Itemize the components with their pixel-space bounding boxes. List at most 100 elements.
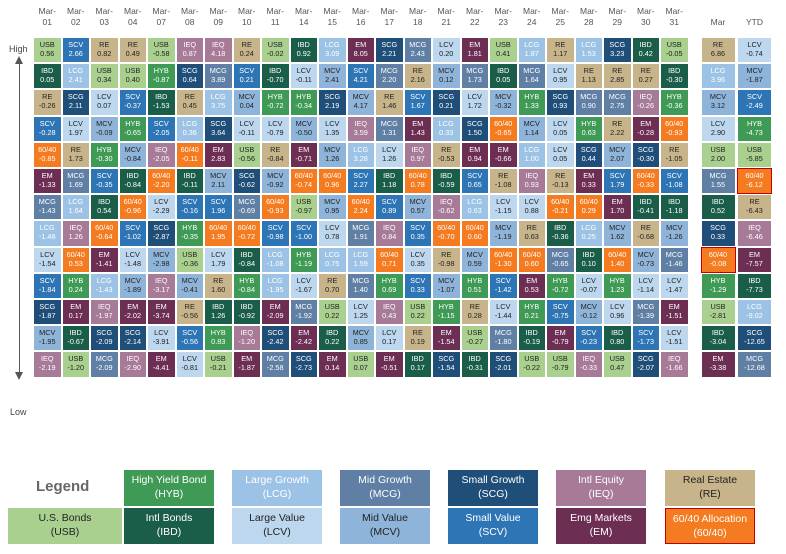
quilt-cell: 60/40 1.95 bbox=[204, 220, 233, 247]
cell-return-value: -1.02 bbox=[124, 232, 142, 242]
cell-return-value: -0.67 bbox=[67, 337, 85, 347]
cell-asset-code: MCV bbox=[124, 275, 141, 285]
quilt-cell: SCV -1.84 bbox=[33, 272, 62, 299]
cell-asset-code: EM bbox=[212, 144, 224, 154]
cell-asset-code: IEQ bbox=[183, 40, 197, 49]
cell-asset-code: IEQ bbox=[69, 223, 83, 233]
cell-asset-code: EM bbox=[583, 171, 595, 180]
cell-return-value: 0.93 bbox=[524, 180, 539, 189]
cell-return-value: -0.68 bbox=[637, 232, 655, 242]
cell-return-value: -1.46 bbox=[665, 258, 683, 268]
legend-item-label: Small Value bbox=[465, 512, 521, 524]
cell-return-value: -0.74 bbox=[295, 180, 313, 189]
cell-asset-code: IEQ bbox=[667, 354, 681, 364]
cell-return-value: -0.53 bbox=[437, 153, 455, 163]
quilt-cell: MCV -0.73 bbox=[631, 246, 660, 273]
cell-return-value: 0.29 bbox=[581, 206, 596, 216]
cell-asset-code: LCV bbox=[710, 118, 726, 128]
cell-return-value: -0.08 bbox=[709, 258, 727, 268]
quilt-cell: 60/40 -0.72 bbox=[232, 220, 261, 247]
quilt-cell: MCV -0.84 bbox=[118, 141, 147, 168]
cell-return-value: -0.74 bbox=[746, 49, 763, 58]
cell-return-value: -0.64 bbox=[95, 232, 113, 242]
cell-return-value: -0.36 bbox=[551, 232, 569, 242]
cell-return-value: -1.87 bbox=[746, 75, 763, 85]
cell-asset-code: LCV bbox=[325, 223, 340, 233]
cell-asset-code: LCV bbox=[553, 144, 568, 154]
cell-return-value: -9.02 bbox=[746, 311, 763, 320]
cell-asset-code: 60/40 bbox=[708, 249, 728, 259]
cell-return-value: 1.62 bbox=[610, 232, 625, 242]
quilt-cell: SCG -12.65 bbox=[737, 325, 772, 352]
quilt-cell: SCV -0.56 bbox=[175, 325, 204, 352]
quilt-cell: EM -1.87 bbox=[232, 351, 261, 378]
cell-return-value: 1.73 bbox=[467, 75, 482, 85]
quilt-cell: IEQ 0.97 bbox=[403, 141, 432, 168]
cell-return-value: 2.41 bbox=[68, 75, 83, 85]
cell-return-value: -2.81 bbox=[709, 311, 727, 320]
cell-asset-code: MCG bbox=[551, 249, 569, 259]
quilt-cell: LCG -1.08 bbox=[261, 246, 290, 273]
cell-asset-code: SCV bbox=[125, 223, 141, 233]
cell-asset-code: IBD bbox=[668, 66, 681, 76]
column-header: Mar- 28 bbox=[580, 6, 598, 27]
cell-return-value: -0.93 bbox=[266, 206, 284, 216]
cell-return-value: -0.84 bbox=[266, 153, 284, 163]
cell-return-value: -4.73 bbox=[746, 127, 763, 137]
cell-return-value: 3.23 bbox=[610, 49, 625, 58]
cell-asset-code: LCV bbox=[439, 40, 454, 49]
quilt-cell: USB 0.34 bbox=[90, 63, 119, 90]
cell-return-value: -0.41 bbox=[637, 206, 655, 216]
cell-asset-code: EM bbox=[497, 144, 509, 154]
cell-asset-code: IBD bbox=[554, 223, 567, 233]
cell-asset-code: MCG bbox=[580, 92, 598, 102]
quilt-cell: EM 1.81 bbox=[460, 37, 489, 64]
cell-asset-code: RE bbox=[70, 144, 81, 154]
cell-asset-code: USB bbox=[210, 354, 226, 364]
cell-asset-code: RE bbox=[555, 40, 566, 49]
quilt-cell: SCG 3.23 bbox=[603, 37, 632, 64]
quilt-cell: IBD -0.84 bbox=[232, 246, 261, 273]
cell-asset-code: RE bbox=[327, 275, 338, 285]
quilt-cell: RE -0.98 bbox=[432, 246, 461, 273]
cell-asset-code: HYB bbox=[296, 249, 312, 259]
cell-asset-code: HYB bbox=[552, 275, 568, 285]
column-header: Mar- 08 bbox=[181, 6, 199, 27]
cell-asset-code: IEQ bbox=[382, 223, 396, 233]
quilt-cell: IBD -0.30 bbox=[660, 63, 689, 90]
cell-asset-code: SCG bbox=[495, 354, 512, 364]
cell-asset-code: MCV bbox=[238, 92, 255, 102]
cell-asset-code: USB bbox=[125, 66, 141, 76]
cell-asset-code: SCG bbox=[746, 328, 763, 338]
quilt-cell: MCG 1.91 bbox=[346, 220, 375, 247]
quilt-cell: SCV 1.67 bbox=[403, 89, 432, 116]
cell-asset-code: LCG bbox=[182, 118, 198, 128]
cell-asset-code: RE bbox=[42, 92, 53, 102]
cell-return-value: -0.50 bbox=[295, 127, 313, 137]
cell-asset-code: USB bbox=[666, 40, 682, 49]
cell-return-value: 0.21 bbox=[524, 311, 539, 320]
cell-return-value: 0.71 bbox=[382, 258, 397, 268]
cell-asset-code: IBD bbox=[668, 197, 681, 207]
quilt-cell: SCV -1.42 bbox=[489, 272, 518, 299]
cell-asset-code: 60/40 bbox=[437, 223, 456, 233]
cell-return-value: -0.87 bbox=[152, 75, 170, 85]
cell-return-value: -0.12 bbox=[580, 311, 598, 320]
cell-return-value: 0.07 bbox=[353, 363, 368, 373]
quilt-cell: LCV -1.67 bbox=[289, 272, 318, 299]
cell-asset-code: EM bbox=[41, 171, 53, 180]
cell-return-value: 2.11 bbox=[211, 180, 226, 189]
quilt-cell: SCV 4.21 bbox=[346, 63, 375, 90]
cell-asset-code: MCV bbox=[352, 92, 369, 102]
cell-return-value: -0.66 bbox=[494, 153, 512, 163]
cell-return-value: 1.18 bbox=[382, 180, 397, 189]
cell-return-value: -1.87 bbox=[38, 311, 56, 320]
cell-return-value: 0.85 bbox=[353, 337, 368, 347]
cell-asset-code: SCG bbox=[466, 118, 483, 128]
quilt-cell: HYB -1.29 bbox=[700, 272, 736, 299]
cell-return-value: -0.21 bbox=[209, 363, 227, 373]
cell-asset-code: HYB bbox=[96, 144, 112, 154]
cell-return-value: -0.30 bbox=[637, 153, 655, 163]
quilt-cell: RE 0.28 bbox=[460, 299, 489, 326]
cell-return-value: 0.53 bbox=[524, 284, 539, 294]
